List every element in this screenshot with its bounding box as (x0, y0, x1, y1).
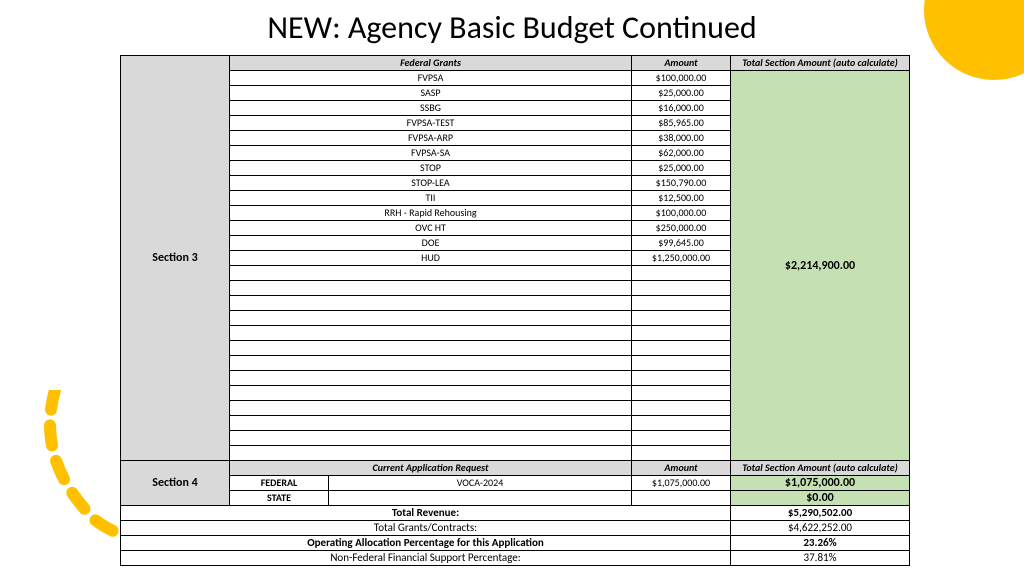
blank-amount (632, 311, 731, 326)
blank-row (230, 311, 632, 326)
blank-amount (632, 431, 731, 446)
blank-amount (632, 281, 731, 296)
summary-label: Non-Federal Financial Support Percentage… (121, 551, 731, 566)
blank-row (230, 416, 632, 431)
section3-label: Section 3 (121, 56, 230, 461)
summary-value: 37.81% (731, 551, 910, 566)
blank-amount (632, 266, 731, 281)
grant-amount: $99,645.00 (632, 236, 731, 251)
blank-amount (632, 416, 731, 431)
blank-row (230, 296, 632, 311)
grant-name: RRH - Rapid Rehousing (230, 206, 632, 221)
blank-row (230, 431, 632, 446)
blank-row (230, 341, 632, 356)
grant-name: TII (230, 191, 632, 206)
blank-row (230, 356, 632, 371)
summary-label: Operating Allocation Percentage for this… (121, 536, 731, 551)
blank-row (230, 386, 632, 401)
grant-name: FVPSA (230, 71, 632, 86)
grant-amount: $25,000.00 (632, 86, 731, 101)
blank-row (230, 371, 632, 386)
blank-amount (632, 386, 731, 401)
budget-table: Section 3 Federal Grants Amount Total Se… (120, 55, 910, 566)
state-name (329, 491, 632, 506)
summary-value: $5,290,502.00 (731, 506, 910, 521)
grant-name: STOP (230, 161, 632, 176)
summary-value: 23.26% (731, 536, 910, 551)
section4-amount-header: Amount (632, 461, 731, 476)
grant-amount: $25,000.00 (632, 161, 731, 176)
blank-row (230, 326, 632, 341)
grant-amount: $12,500.00 (632, 191, 731, 206)
section3-grants-header: Federal Grants (230, 56, 632, 71)
blank-amount (632, 296, 731, 311)
grant-amount: $150,790.00 (632, 176, 731, 191)
grant-amount: $62,000.00 (632, 146, 731, 161)
grant-amount: $100,000.00 (632, 71, 731, 86)
grant-amount: $85,965.00 (632, 116, 731, 131)
summary-label: Total Grants/Contracts: (121, 521, 731, 536)
federal-amount: $1,075,000.00 (632, 476, 731, 491)
grant-name: SASP (230, 86, 632, 101)
blank-amount (632, 341, 731, 356)
grant-amount: $16,000.00 (632, 101, 731, 116)
section3-total: $2,214,900.00 (731, 71, 910, 461)
state-amount (632, 491, 731, 506)
blank-row (230, 446, 632, 461)
blank-amount (632, 446, 731, 461)
grant-amount: $38,000.00 (632, 131, 731, 146)
blank-amount (632, 326, 731, 341)
federal-label: FEDERAL (230, 476, 329, 491)
state-label: STATE (230, 491, 329, 506)
section4-label: Section 4 (121, 461, 230, 506)
grant-amount: $1,250,000.00 (632, 251, 731, 266)
grant-name: DOE (230, 236, 632, 251)
section3-total-header: Total Section Amount (auto calculate) (731, 56, 910, 71)
grant-name: FVPSA-SA (230, 146, 632, 161)
blank-amount (632, 356, 731, 371)
blank-row (230, 266, 632, 281)
blank-row (230, 281, 632, 296)
federal-total: $1,075,000.00 (731, 476, 910, 491)
summary-value: $4,622,252.00 (731, 521, 910, 536)
grant-amount: $250,000.00 (632, 221, 731, 236)
grant-name: FVPSA-ARP (230, 131, 632, 146)
blank-amount (632, 401, 731, 416)
blank-amount (632, 371, 731, 386)
grant-name: HUD (230, 251, 632, 266)
blank-row (230, 401, 632, 416)
grant-name: SSBG (230, 101, 632, 116)
grant-name: STOP-LEA (230, 176, 632, 191)
state-total: $0.00 (731, 491, 910, 506)
summary-label: Total Revenue: (121, 506, 731, 521)
section4-total-header: Total Section Amount (auto calculate) (731, 461, 910, 476)
grant-name: OVC HT (230, 221, 632, 236)
federal-name: VOCA-2024 (329, 476, 632, 491)
page-title: NEW: Agency Basic Budget Continued (0, 8, 1024, 47)
section3-amount-header: Amount (632, 56, 731, 71)
grant-name: FVPSA-TEST (230, 116, 632, 131)
grant-amount: $100,000.00 (632, 206, 731, 221)
section4-request-header: Current Application Request (230, 461, 632, 476)
